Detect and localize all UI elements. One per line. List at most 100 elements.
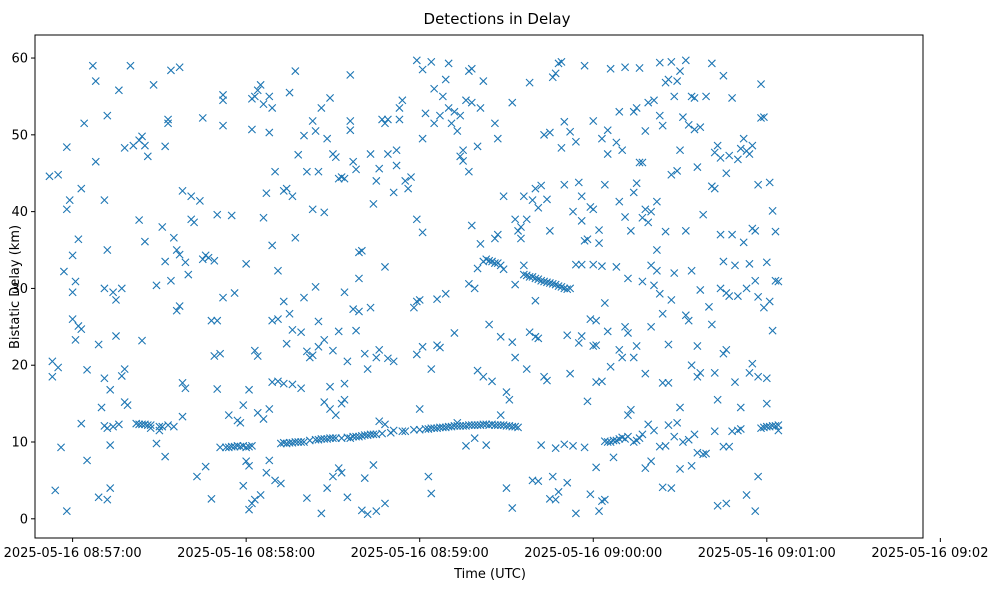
data-point [349,157,358,166]
data-point [595,239,604,248]
data-point [366,303,375,312]
data-point [297,438,306,446]
data-point [733,292,742,301]
data-point [742,491,751,499]
data-point [560,180,569,189]
data-point [450,328,459,337]
data-point [314,167,323,176]
data-point [372,176,381,185]
data-point [395,115,404,124]
data-point [106,484,115,493]
data-point [603,150,612,159]
data-point [62,143,71,152]
data-point [719,257,728,266]
data-point [589,260,598,269]
data-point [268,241,277,250]
data-point [456,111,465,120]
data-point [768,206,777,215]
data-point [317,103,326,112]
data-point [690,430,699,439]
data-point [566,127,575,136]
data-point [407,173,416,182]
data-point [655,58,664,67]
data-point [83,365,92,374]
data-point [94,493,103,502]
data-point [592,341,601,350]
data-point [273,377,282,386]
data-point [395,103,404,112]
data-point [415,404,424,413]
data-point [77,325,86,334]
data-point [297,328,306,337]
data-point [626,405,635,414]
data-point [745,150,754,159]
data-point [401,427,410,436]
data-point [641,464,650,473]
data-point [427,424,436,433]
data-point [719,71,728,80]
data-point [678,113,687,122]
data-point [710,368,719,377]
data-point [201,462,210,471]
data-point [294,150,303,159]
data-point [401,176,410,185]
data-point [331,434,340,443]
data-point [175,302,184,311]
data-point [765,297,774,306]
data-point [467,221,476,230]
data-point [51,486,60,495]
data-point [273,315,282,324]
data-point [204,253,213,262]
data-point [499,265,508,274]
data-point [505,395,514,404]
data-point [337,399,346,408]
data-point [482,441,491,450]
data-point [652,246,661,255]
data-point [453,421,462,430]
data-point [638,430,647,439]
data-point [586,490,595,499]
data-point [690,93,699,102]
data-point [774,277,783,286]
data-point [609,453,618,462]
data-point [369,430,378,439]
data-point [120,143,129,152]
data-point [592,463,601,472]
data-point [540,130,549,139]
data-point [632,179,641,188]
data-point [534,334,543,343]
data-point [262,468,271,477]
data-point [383,354,392,363]
data-point [418,342,427,351]
data-point [372,353,381,362]
data-point [762,399,771,408]
data-point [542,376,551,385]
data-point [485,256,494,265]
data-point [100,284,109,293]
data-point [166,66,175,75]
data-point [597,134,606,143]
data-point [667,170,676,179]
data-point [600,180,609,189]
data-point [161,257,170,266]
data-point [300,131,308,140]
data-point [771,276,780,285]
data-point [415,295,424,304]
data-point [519,192,528,201]
data-point [245,442,254,451]
data-point [629,353,638,362]
data-point [389,357,398,366]
data-point [389,188,398,197]
data-point [245,385,254,394]
data-point [482,420,491,429]
data-point [106,385,115,394]
data-point [635,158,644,167]
data-point [540,372,549,381]
data-point [577,192,586,201]
data-point [337,468,346,477]
y-tick-label: 0 [20,512,28,527]
data-point [571,509,580,518]
data-point [409,303,418,312]
data-point [256,491,265,499]
data-point [340,174,349,183]
